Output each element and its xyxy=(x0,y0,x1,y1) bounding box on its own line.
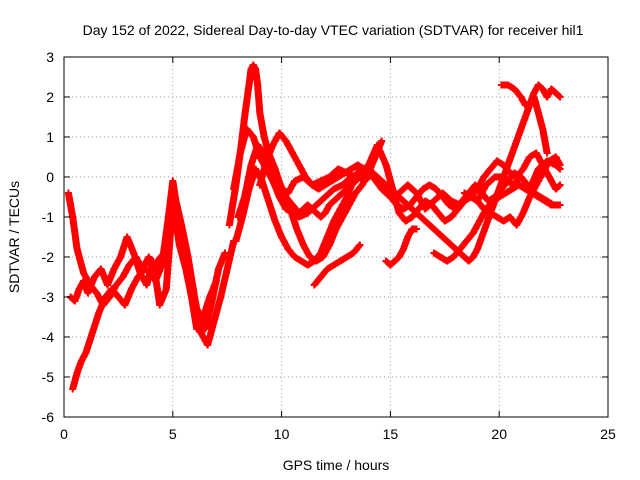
series-markers xyxy=(430,181,562,265)
series-markers xyxy=(232,165,364,269)
y-axis-label: SDTVAR / TECUs xyxy=(6,181,22,293)
x-tick-label: 10 xyxy=(274,426,290,442)
series-13 xyxy=(460,149,564,201)
x-tick-label: 25 xyxy=(600,426,616,442)
y-tick-label: -2 xyxy=(42,249,55,265)
y-tick-label: -6 xyxy=(42,409,55,425)
y-tick-label: -4 xyxy=(42,329,55,345)
series-9 xyxy=(256,129,564,213)
axis-ticks xyxy=(63,56,609,418)
y-tick-labels: -6 -5 -4 -3 -2 -1 0 1 2 3 xyxy=(42,49,55,425)
y-tick-label: -5 xyxy=(42,369,55,385)
series-markers xyxy=(67,197,229,333)
series-markers xyxy=(310,241,364,289)
y-tick-label: 0 xyxy=(46,169,54,185)
y-tick-label: -3 xyxy=(42,289,55,305)
series-markers xyxy=(460,149,564,201)
plot-frame xyxy=(63,56,609,418)
y-tick-label: 1 xyxy=(46,129,54,145)
y-tick-label: 2 xyxy=(46,89,54,105)
series-12 xyxy=(430,181,562,265)
series-markers xyxy=(382,225,420,269)
x-tick-label: 0 xyxy=(60,426,68,442)
x-tick-label: 20 xyxy=(491,426,507,442)
series-11 xyxy=(382,225,420,269)
series-markers xyxy=(256,129,564,213)
series-14 xyxy=(497,81,551,157)
series-10 xyxy=(310,241,364,289)
data-series xyxy=(64,61,564,393)
x-tick-labels: 0 5 10 15 20 25 xyxy=(60,426,616,442)
series-markers xyxy=(497,81,551,157)
y-tick-label: -1 xyxy=(42,209,55,225)
x-axis-label: GPS time / hours xyxy=(283,457,390,473)
x-tick-label: 15 xyxy=(383,426,399,442)
series-3 xyxy=(67,197,229,333)
series-7 xyxy=(232,165,364,269)
x-tick-label: 5 xyxy=(169,426,177,442)
y-tick-label: 3 xyxy=(46,49,54,65)
chart-title: Day 152 of 2022, Sidereal Day-to-day VTE… xyxy=(83,22,584,38)
